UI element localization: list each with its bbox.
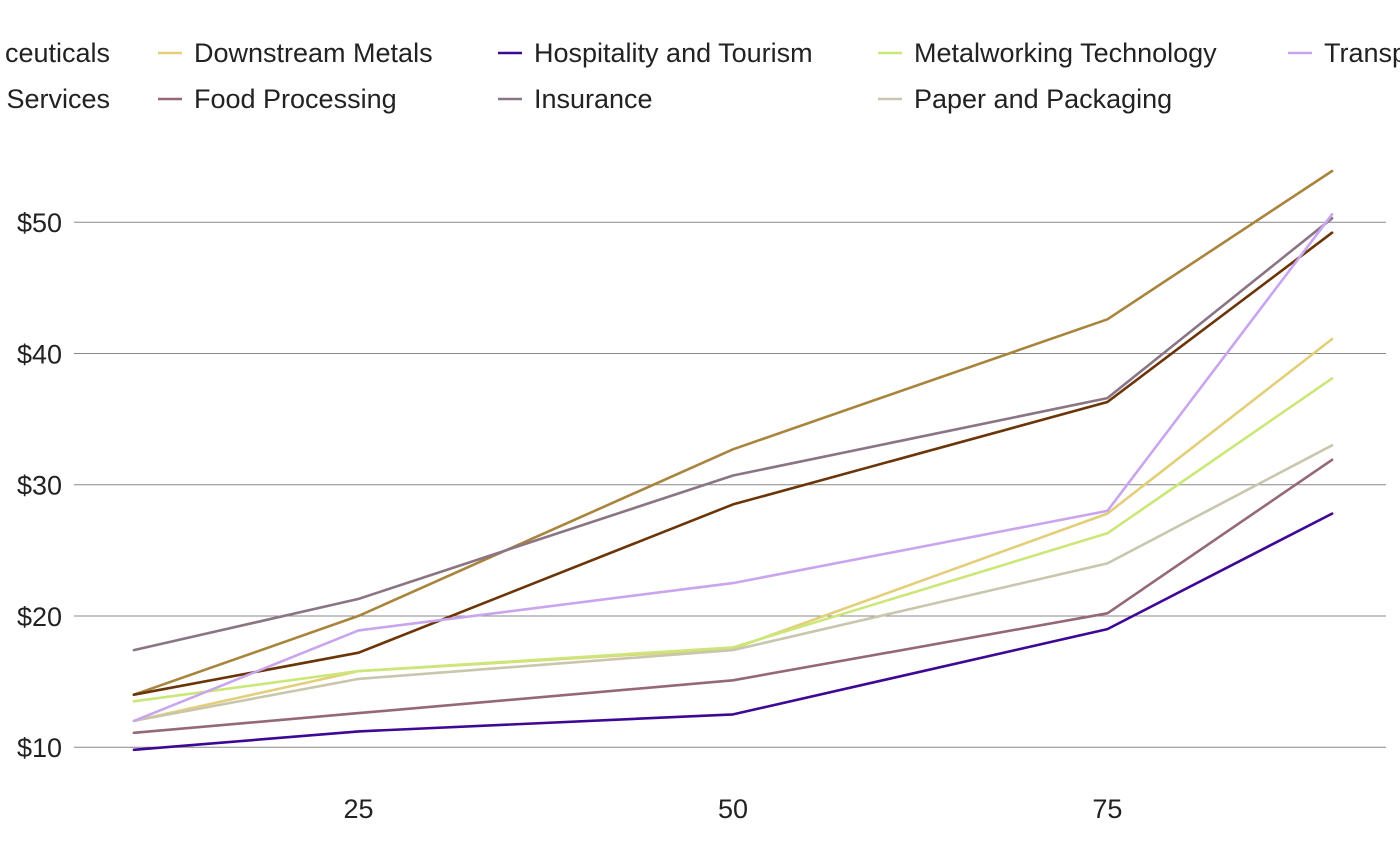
legend-label-insurance: Insurance: [534, 84, 653, 114]
y-tick-label: $40: [17, 339, 62, 369]
x-axis: 25 50 75: [344, 794, 1123, 824]
series-line-insurance: [132, 217, 1334, 652]
legend-label-transportation: Transp: [1324, 38, 1400, 68]
legend-label-food-processing: Food Processing: [194, 84, 397, 114]
legend-label-paper-and-packaging: Paper and Packaging: [914, 84, 1172, 114]
series-line-paper-and-packaging: [132, 443, 1334, 723]
series-lines: [132, 169, 1334, 752]
series-line-services: [132, 231, 1334, 697]
series-line-hospitality-and-tourism: [132, 512, 1334, 752]
legend-label-services: Services: [6, 84, 110, 114]
series-line-downstream-metals: [132, 337, 1334, 723]
x-tick-label: 25: [344, 794, 374, 824]
series-line-transportation: [132, 213, 1334, 723]
x-tick-label: 75: [1092, 794, 1122, 824]
gridlines: [74, 221, 1386, 748]
y-tick-label: $30: [17, 471, 62, 501]
y-axis: $10 $20 $30 $40 $50: [17, 208, 62, 763]
legend-label-pharmaceuticals: ceuticals: [5, 38, 110, 68]
series-line-metalworking-technology: [132, 377, 1334, 703]
x-tick-label: 50: [718, 794, 748, 824]
legend: ceuticals Services Downstream Metals Food P…: [5, 38, 1400, 114]
legend-label-metalworking-technology: Metalworking Technology: [914, 38, 1217, 68]
y-tick-label: $10: [17, 733, 62, 763]
y-tick-label: $50: [17, 208, 62, 238]
legend-label-downstream-metals: Downstream Metals: [194, 38, 433, 68]
series-line-pharmaceuticals: [132, 169, 1334, 697]
y-tick-label: $20: [17, 602, 62, 632]
legend-label-hospitality-and-tourism: Hospitality and Tourism: [534, 38, 813, 68]
series-line-food-processing: [132, 458, 1334, 735]
